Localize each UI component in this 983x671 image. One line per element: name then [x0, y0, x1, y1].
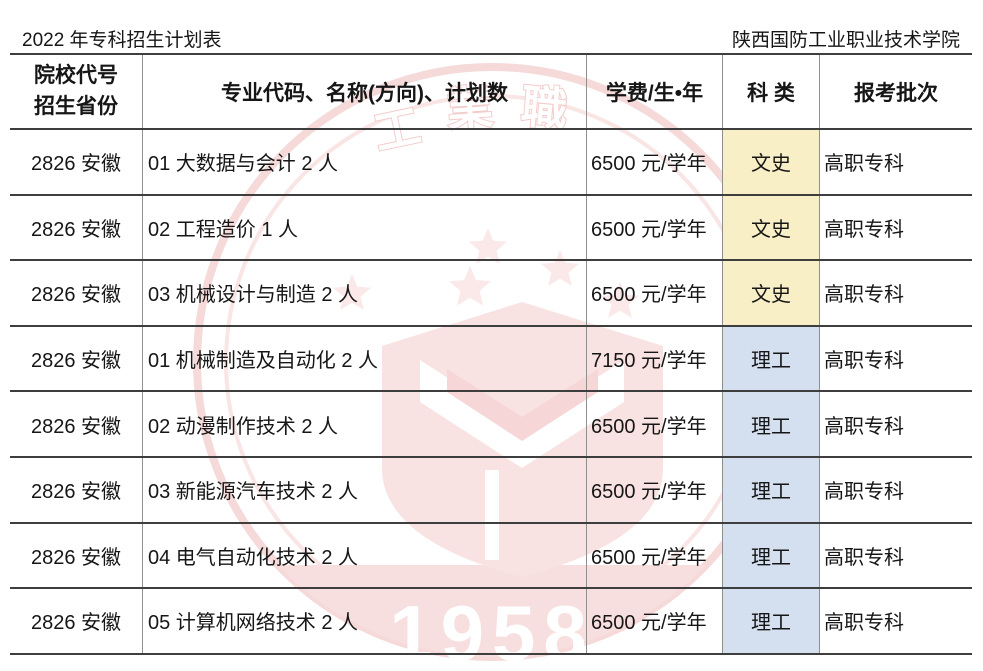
- header-major: 专业代码、名称(方向)、计划数: [142, 55, 586, 128]
- cell-major: 03 机械设计与制造 2 人: [142, 261, 586, 325]
- cell-major: 01 机械制造及自动化 2 人: [142, 326, 586, 391]
- cell-category: 理工: [722, 589, 819, 653]
- cell-category: 理工: [722, 392, 819, 456]
- cell-tuition: 6500 元/学年: [586, 457, 722, 522]
- cell-tuition: 6500 元/学年: [586, 261, 722, 325]
- cell-tuition: 6500 元/学年: [586, 392, 722, 456]
- table-header-row: 院校代号 招生省份 专业代码、名称(方向)、计划数 学费/生•年 科 类 报考批…: [10, 55, 972, 130]
- cell-code-province: 2826 安徽: [30, 218, 122, 241]
- cell-code-province: 2826 安徽: [30, 546, 122, 569]
- cell-tuition: 6500 元/学年: [586, 523, 722, 588]
- cell-major: 02 工程造价 1 人: [142, 195, 586, 260]
- cell-category: 文史: [722, 261, 819, 325]
- cell-tuition: 6500 元/学年: [586, 589, 722, 653]
- cell-batch: 高职专科: [819, 457, 972, 522]
- header-category: 科 类: [722, 55, 819, 128]
- cell-code-province: 2826 安徽: [30, 415, 122, 438]
- table-row: 2826 安徽 01 机械制造及自动化 2 人 7150 元/学年 理工 高职专…: [10, 326, 972, 393]
- header-batch: 报考批次: [819, 55, 972, 128]
- cell-batch: 高职专科: [819, 130, 972, 194]
- table-row: 2826 安徽 03 机械设计与制造 2 人 6500 元/学年 文史 高职专科: [10, 261, 972, 327]
- cell-batch: 高职专科: [819, 589, 972, 653]
- cell-code-province: 2826 安徽: [30, 350, 122, 373]
- cell-major: 02 动漫制作技术 2 人: [142, 392, 586, 456]
- cell-major: 04 电气自动化技术 2 人: [142, 523, 586, 588]
- table-row: 2826 安徽 01 大数据与会计 2 人 6500 元/学年 文史 高职专科: [10, 130, 972, 196]
- cell-category: 理工: [722, 326, 819, 391]
- header-code-province: 院校代号 招生省份: [10, 55, 142, 128]
- cell-tuition: 6500 元/学年: [586, 195, 722, 260]
- header-code-line: 院校代号: [34, 64, 118, 88]
- cell-category: 文史: [722, 195, 819, 260]
- cell-batch: 高职专科: [819, 392, 972, 456]
- cell-code-province: 2826 安徽: [30, 481, 122, 504]
- cell-major: 05 计算机网络技术 2 人: [142, 589, 586, 653]
- cell-code-province: 2826 安徽: [30, 153, 122, 176]
- cell-batch: 高职专科: [819, 326, 972, 391]
- cell-batch: 高职专科: [819, 195, 972, 260]
- table-row: 2826 安徽 02 动漫制作技术 2 人 6500 元/学年 理工 高职专科: [10, 392, 972, 458]
- header-tuition: 学费/生•年: [586, 55, 722, 128]
- table-row: 2826 安徽 05 计算机网络技术 2 人 6500 元/学年 理工 高职专科: [10, 589, 972, 655]
- cell-batch: 高职专科: [819, 261, 972, 325]
- cell-major: 03 新能源汽车技术 2 人: [142, 457, 586, 522]
- header-province-line: 招生省份: [34, 94, 118, 118]
- enrollment-table: 院校代号 招生省份 专业代码、名称(方向)、计划数 学费/生•年 科 类 报考批…: [10, 53, 972, 655]
- cell-category: 理工: [722, 457, 819, 522]
- cell-major: 01 大数据与会计 2 人: [142, 130, 586, 194]
- cell-code-province: 2826 安徽: [30, 284, 122, 307]
- cell-tuition: 6500 元/学年: [586, 130, 722, 194]
- table-row: 2826 安徽 02 工程造价 1 人 6500 元/学年 文史 高职专科: [10, 195, 972, 262]
- cell-category: 理工: [722, 523, 819, 588]
- school-name: 陕西国防工业职业技术学院: [731, 30, 960, 51]
- cell-category: 文史: [722, 130, 819, 194]
- cell-tuition: 7150 元/学年: [586, 326, 722, 391]
- document-title: 2022 年专科招生计划表: [22, 30, 222, 51]
- table-row: 2826 安徽 04 电气自动化技术 2 人 6500 元/学年 理工 高职专科: [10, 523, 972, 590]
- cell-code-province: 2826 安徽: [30, 612, 122, 635]
- titlebar: 2022 年专科招生计划表 陕西国防工业职业技术学院: [0, 0, 983, 53]
- cell-batch: 高职专科: [819, 523, 972, 588]
- table-row: 2826 安徽 03 新能源汽车技术 2 人 6500 元/学年 理工 高职专科: [10, 457, 972, 524]
